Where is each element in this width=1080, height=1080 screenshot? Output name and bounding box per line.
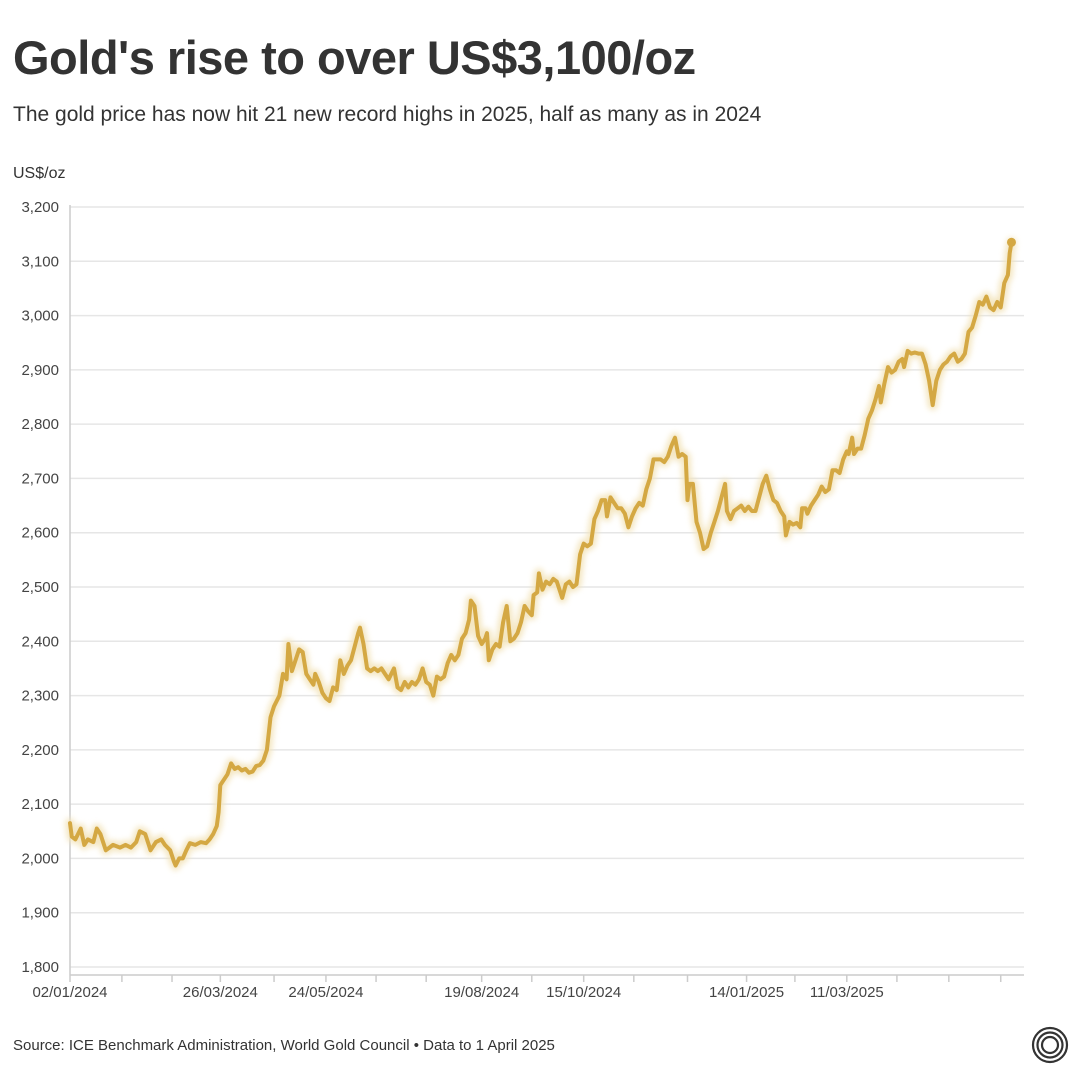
series-line-glow — [65, 237, 1017, 871]
x-tick-label: 02/01/2024 — [32, 984, 107, 1001]
x-axis: 02/01/2024 26/03/2024 24/05/2024 19/08/2024… — [32, 205, 1024, 1001]
gridlines — [70, 206, 1024, 968]
y-tick-labels: 1,800 1,900 2,000 2,100 2,200 2,300 2,400 2,500… — [21, 199, 59, 976]
source-note: Source: ICE Benchmark Administration, Wo… — [13, 1037, 555, 1054]
y-axis-label: US$/oz — [13, 165, 65, 182]
y-tick-label: 2,900 — [21, 362, 59, 379]
y-tick-label: 2,200 — [21, 742, 59, 759]
y-tick-label: 2,000 — [21, 850, 59, 867]
y-tick-label: 2,600 — [21, 525, 59, 542]
x-tick-label: 14/01/2025 — [709, 984, 784, 1001]
chart-subtitle: The gold price has now hit 21 new record… — [13, 103, 762, 126]
y-tick-label: 2,300 — [21, 688, 59, 705]
line-chart: US$/oz 1,800 1,900 2,000 2,100 2,200 2,300 2,4… — [13, 165, 1024, 1001]
x-tick-label: 11/03/2025 — [810, 984, 884, 1001]
y-tick-label: 2,100 — [21, 796, 59, 813]
y-tick-label: 2,800 — [21, 416, 59, 433]
y-tick-label: 3,000 — [21, 308, 59, 325]
x-tick-label: 19/08/2024 — [444, 984, 519, 1001]
x-tick-label: 26/03/2024 — [183, 984, 258, 1001]
y-tick-label: 2,700 — [21, 470, 59, 487]
chart-title: Gold's rise to over US$3,100/oz — [13, 31, 696, 84]
y-tick-label: 2,500 — [21, 579, 59, 596]
series-line — [68, 240, 1014, 868]
y-tick-label: 2,400 — [21, 633, 59, 650]
y-tick-label: 1,800 — [21, 959, 59, 976]
series-layer — [65, 237, 1017, 871]
x-tick-label: 15/10/2024 — [546, 984, 621, 1001]
y-tick-label: 1,900 — [21, 905, 59, 922]
y-tick-label: 3,100 — [21, 253, 59, 270]
last-point-marker — [1006, 237, 1016, 247]
concentric-circles-logo-icon — [1031, 1026, 1069, 1064]
x-tick-label: 24/05/2024 — [288, 984, 363, 1001]
y-tick-label: 3,200 — [21, 199, 59, 216]
